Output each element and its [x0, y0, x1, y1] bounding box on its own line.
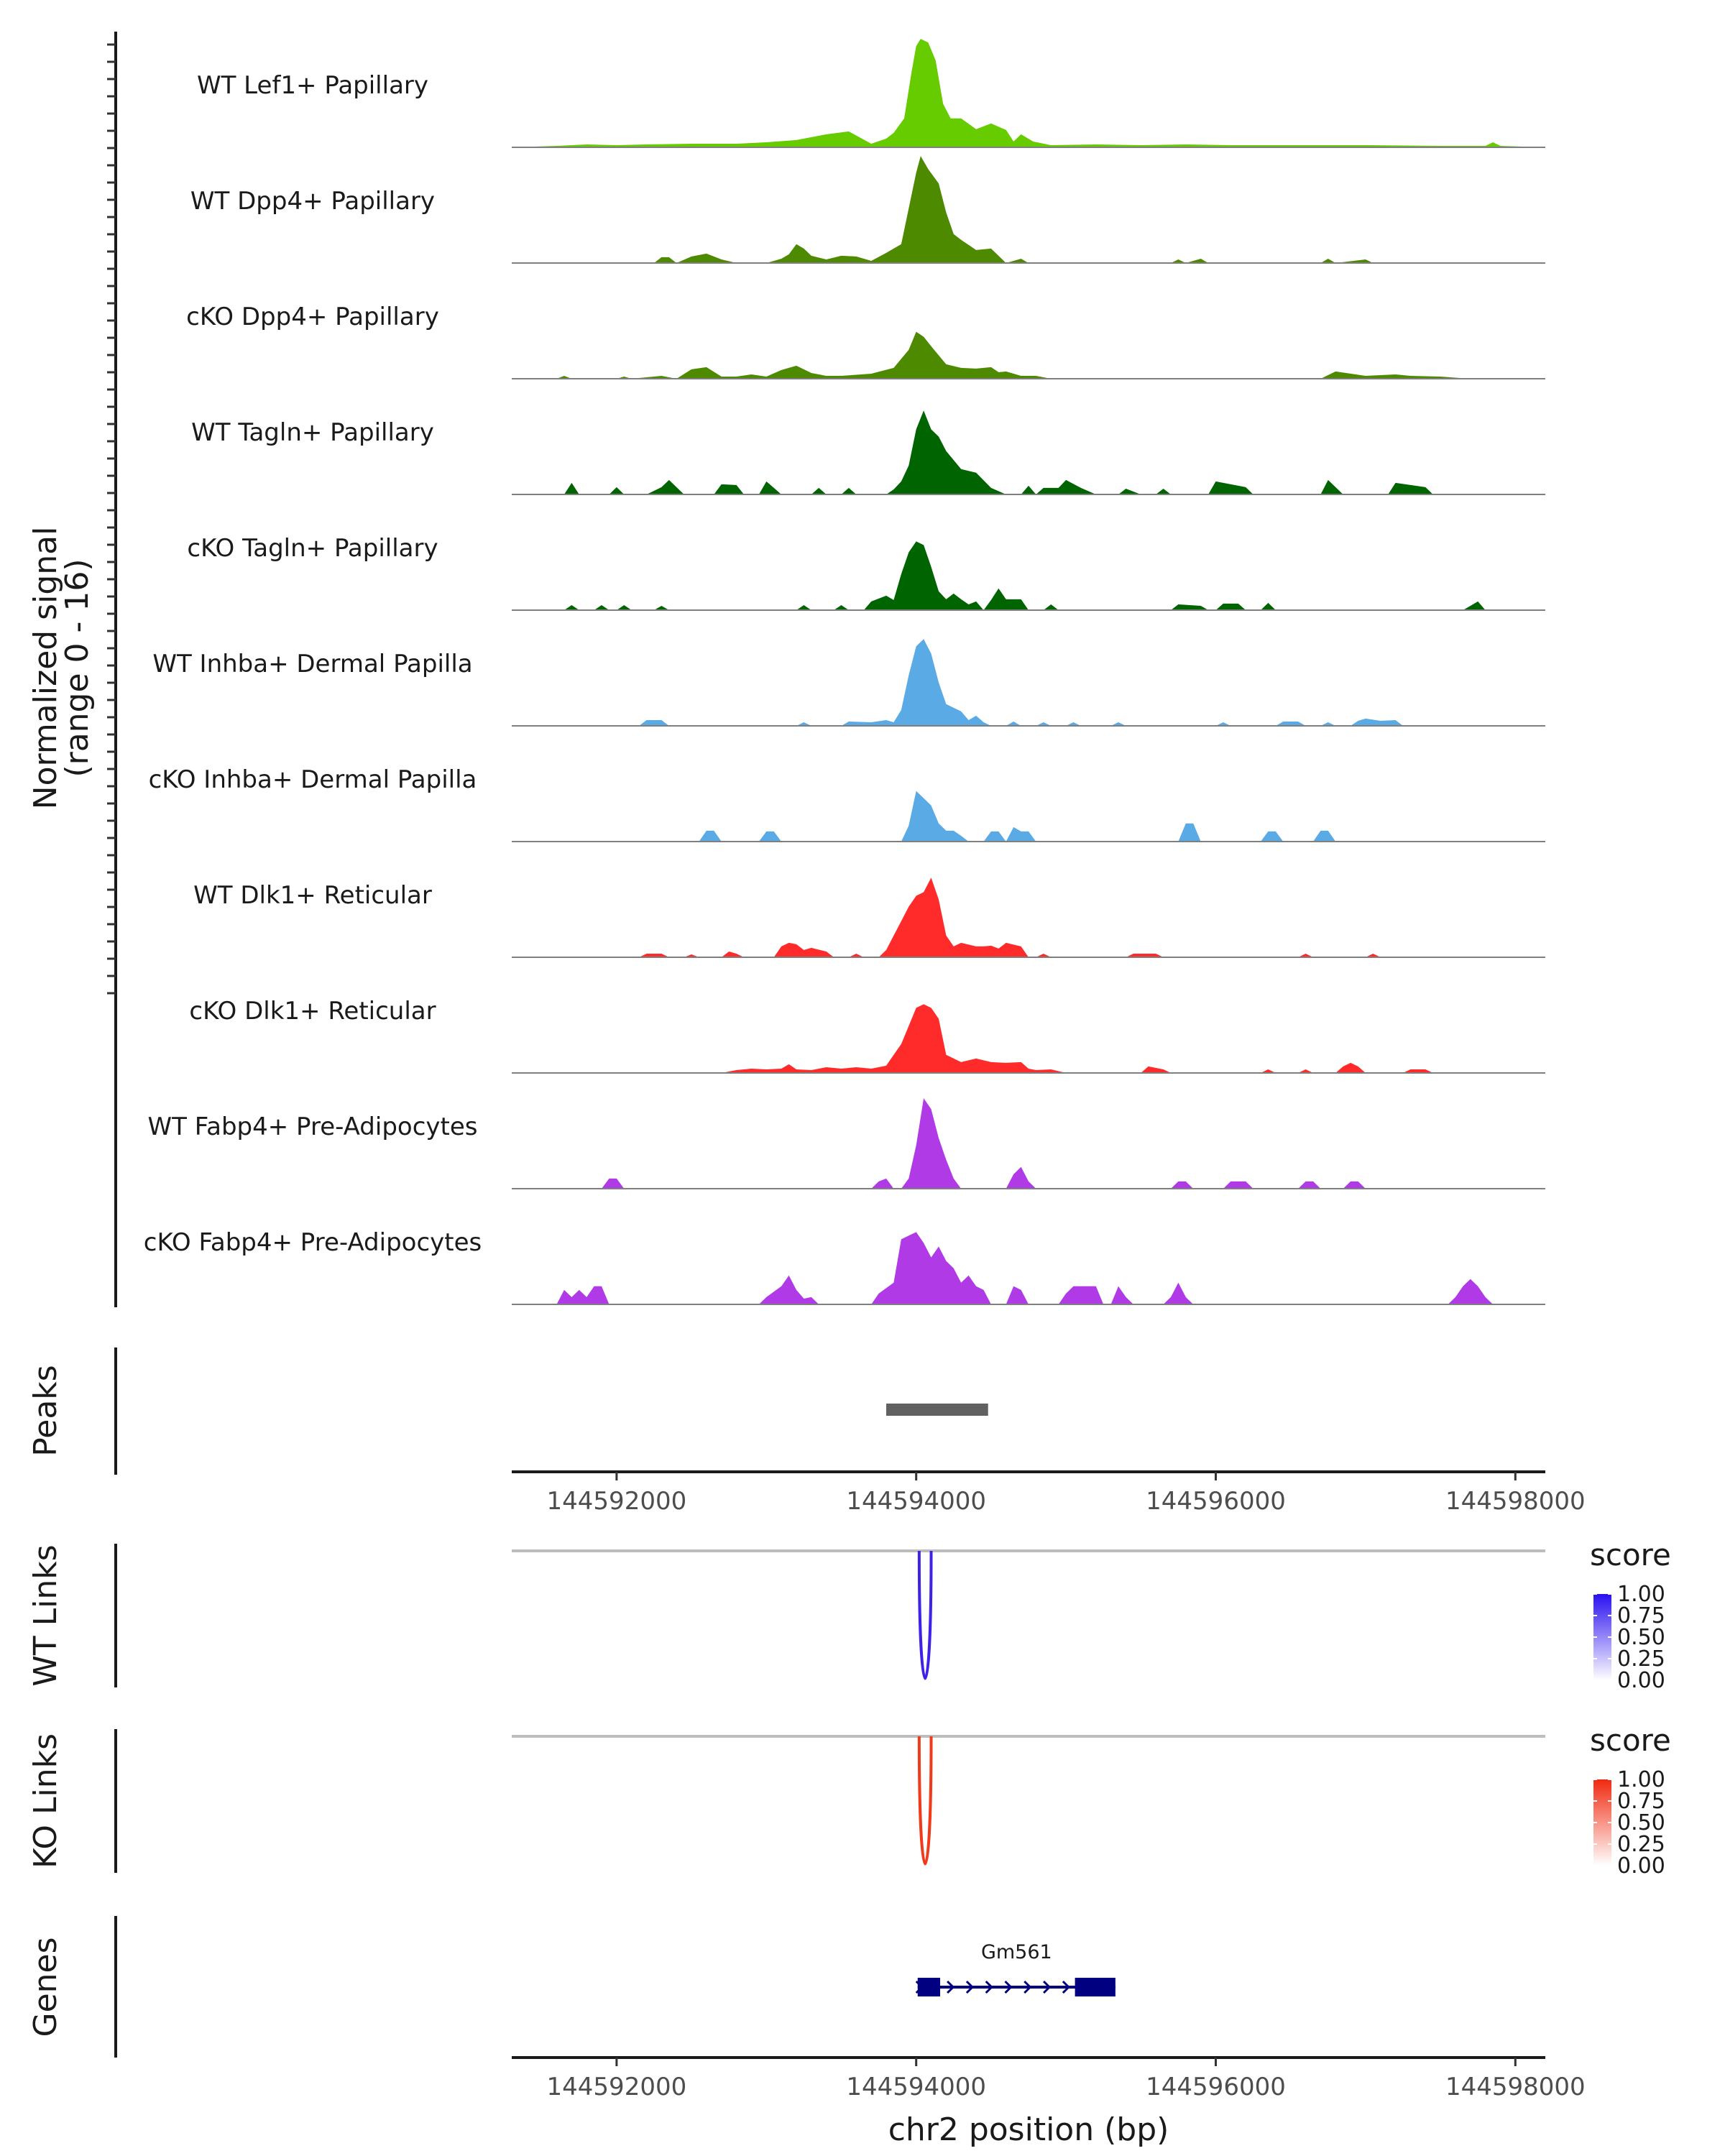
links-track-wt-links: WT Links score 1.000.750.500.250.00: [27, 1537, 1671, 1693]
coverage-area-cko-dlk1-reticular: [512, 1004, 1545, 1073]
coverage-track-cko-fabp4-pre-adipocytes: cKO Fabp4+ Pre-Adipocytes: [144, 1228, 1545, 1305]
strand-arrow: [965, 1980, 975, 1994]
peaks-label: Peaks: [27, 1365, 64, 1456]
gene-name-label: Gm561: [981, 1941, 1052, 1963]
coverage-area-wt-fabp4-pre-adipocytes: [512, 1098, 1545, 1189]
score-legend-ko-links: score 1.000.750.500.250.00: [1590, 1723, 1671, 1879]
genes-label: Genes: [27, 1937, 64, 2037]
colorbar-tick-label: 0.25: [1617, 1832, 1665, 1857]
coverage-area-cko-tagln-papillary: [512, 541, 1545, 610]
peaks-position-tick-label: 144596000: [1146, 1487, 1286, 1516]
peaks-position-tick-label: 144598000: [1445, 1487, 1586, 1516]
score-legend-title: score: [1590, 1723, 1671, 1758]
coverage-area-wt-inhba-dermal-papilla: [512, 639, 1545, 726]
colorbar-tick-label: 0.00: [1617, 1668, 1665, 1693]
track-label-wt-fabp4-pre-adipocytes: WT Fabp4+ Pre-Adipocytes: [148, 1112, 478, 1141]
coverage-area-cko-fabp4-pre-adipocytes: [512, 1232, 1545, 1304]
colorbar-tick-label: 0.75: [1617, 1603, 1665, 1628]
track-label-wt-lef1-papillary: WT Lef1+ Papillary: [197, 71, 428, 100]
track-label-cko-inhba-dermal-papilla: cKO Inhba+ Dermal Papilla: [149, 765, 477, 794]
coverage-track-cko-inhba-dermal-papilla: cKO Inhba+ Dermal Papilla: [149, 765, 1545, 842]
coverage-y-axis-title-line2: (range 0 - 16): [59, 558, 96, 777]
colorbar-tick-label: 0.50: [1617, 1625, 1665, 1650]
coverage-track-wt-tagln-papillary: WT Tagln+ Papillary: [191, 410, 1545, 495]
coverage-track-cko-tagln-papillary: cKO Tagln+ Papillary: [187, 534, 1545, 611]
coverage-panel: Normalized signal(range 0 - 16) WT Lef1+ …: [27, 32, 1545, 1307]
strand-arrow: [985, 1980, 993, 1994]
link-arc: [917, 1736, 933, 1866]
links-label-ko-links: KO Links: [27, 1733, 64, 1869]
peaks-position-tick-label: 144594000: [846, 1487, 986, 1516]
track-label-wt-inhba-dermal-papilla: WT Inhba+ Dermal Papilla: [152, 650, 472, 678]
track-label-wt-dpp4-papillary: WT Dpp4+ Papillary: [190, 187, 435, 216]
track-label-wt-tagln-papillary: WT Tagln+ Papillary: [191, 418, 434, 447]
colorbar-tick-label: 0.25: [1617, 1646, 1665, 1672]
coverage-area-wt-lef1-papillary: [512, 39, 1545, 147]
coverage-track-cko-dpp4-papillary: cKO Dpp4+ Papillary: [186, 303, 1545, 379]
peaks-panel: Peaks 144592000 144594000 144596000 14459800…: [27, 1348, 1586, 1516]
genes-position-tick-label: 144598000: [1445, 2073, 1586, 2101]
coverage-track-wt-lef1-papillary: WT Lef1+ Papillary: [197, 39, 1545, 148]
coverage-track-wt-dlk1-reticular: WT Dlk1+ Reticular: [193, 877, 1545, 958]
coverage-track-wt-fabp4-pre-adipocytes: WT Fabp4+ Pre-Adipocytes: [148, 1098, 1545, 1189]
track-label-cko-dpp4-papillary: cKO Dpp4+ Papillary: [186, 303, 439, 331]
strand-arrow: [1062, 1980, 1071, 1994]
genes-panel: Genes Gm561 144592000 144594000 144596000 144…: [27, 1916, 1586, 2148]
strand-arrow: [1024, 1980, 1032, 1994]
gene-exon: [1075, 1978, 1116, 1996]
colorbar-tick-label: 0.50: [1617, 1810, 1665, 1835]
genes-position-tick-label: 144596000: [1146, 2073, 1286, 2101]
coverage-track-wt-inhba-dermal-papilla: WT Inhba+ Dermal Papilla: [152, 639, 1545, 727]
score-legend-wt-links: score 1.000.750.500.250.00: [1590, 1537, 1671, 1693]
colorbar-tick-label: 0.00: [1617, 1853, 1665, 1879]
score-legend-title: score: [1590, 1537, 1671, 1572]
strand-arrow: [915, 1980, 924, 1994]
link-arc: [917, 1550, 933, 1680]
colorbar-tick-label: 1.00: [1617, 1582, 1665, 1607]
coverage-track-wt-dpp4-papillary: WT Dpp4+ Papillary: [190, 156, 1545, 264]
track-label-cko-dlk1-reticular: cKO Dlk1+ Reticular: [189, 997, 436, 1026]
strand-arrow: [947, 1980, 955, 1994]
coverage-area-wt-tagln-papillary: [512, 410, 1545, 494]
coverage-area-cko-dpp4-papillary: [512, 331, 1545, 379]
coverage-area-wt-dlk1-reticular: [512, 877, 1545, 957]
track-label-wt-dlk1-reticular: WT Dlk1+ Reticular: [193, 881, 432, 910]
colorbar-tick-label: 1.00: [1617, 1767, 1665, 1792]
track-label-cko-fabp4-pre-adipocytes: cKO Fabp4+ Pre-Adipocytes: [144, 1228, 482, 1257]
genes-position-tick-label: 144592000: [547, 2073, 687, 2101]
strand-arrow: [1043, 1980, 1052, 1994]
coverage-y-axis-title: Normalized signal(range 0 - 16): [27, 527, 96, 810]
colorbar-tick-label: 0.75: [1617, 1789, 1665, 1814]
coverage-track-cko-dlk1-reticular: cKO Dlk1+ Reticular: [189, 997, 1545, 1074]
gene-gm561: Gm561: [915, 1941, 1116, 1996]
peaks-position-tick-label: 144592000: [547, 1487, 687, 1516]
coverage-y-axis-title-line1: Normalized signal: [27, 527, 64, 810]
links-track-ko-links: KO Links score 1.000.750.500.250.00: [27, 1723, 1671, 1879]
x-axis-title: chr2 position (bp): [888, 2111, 1169, 2148]
peak-region: [886, 1404, 988, 1416]
coverage-area-cko-inhba-dermal-papilla: [512, 791, 1545, 842]
coverage-area-wt-dpp4-papillary: [512, 156, 1545, 263]
track-label-cko-tagln-papillary: cKO Tagln+ Papillary: [187, 534, 438, 563]
links-label-wt-links: WT Links: [27, 1544, 64, 1686]
genes-position-tick-label: 144594000: [846, 2073, 986, 2101]
strand-arrow: [1004, 1980, 1013, 1994]
